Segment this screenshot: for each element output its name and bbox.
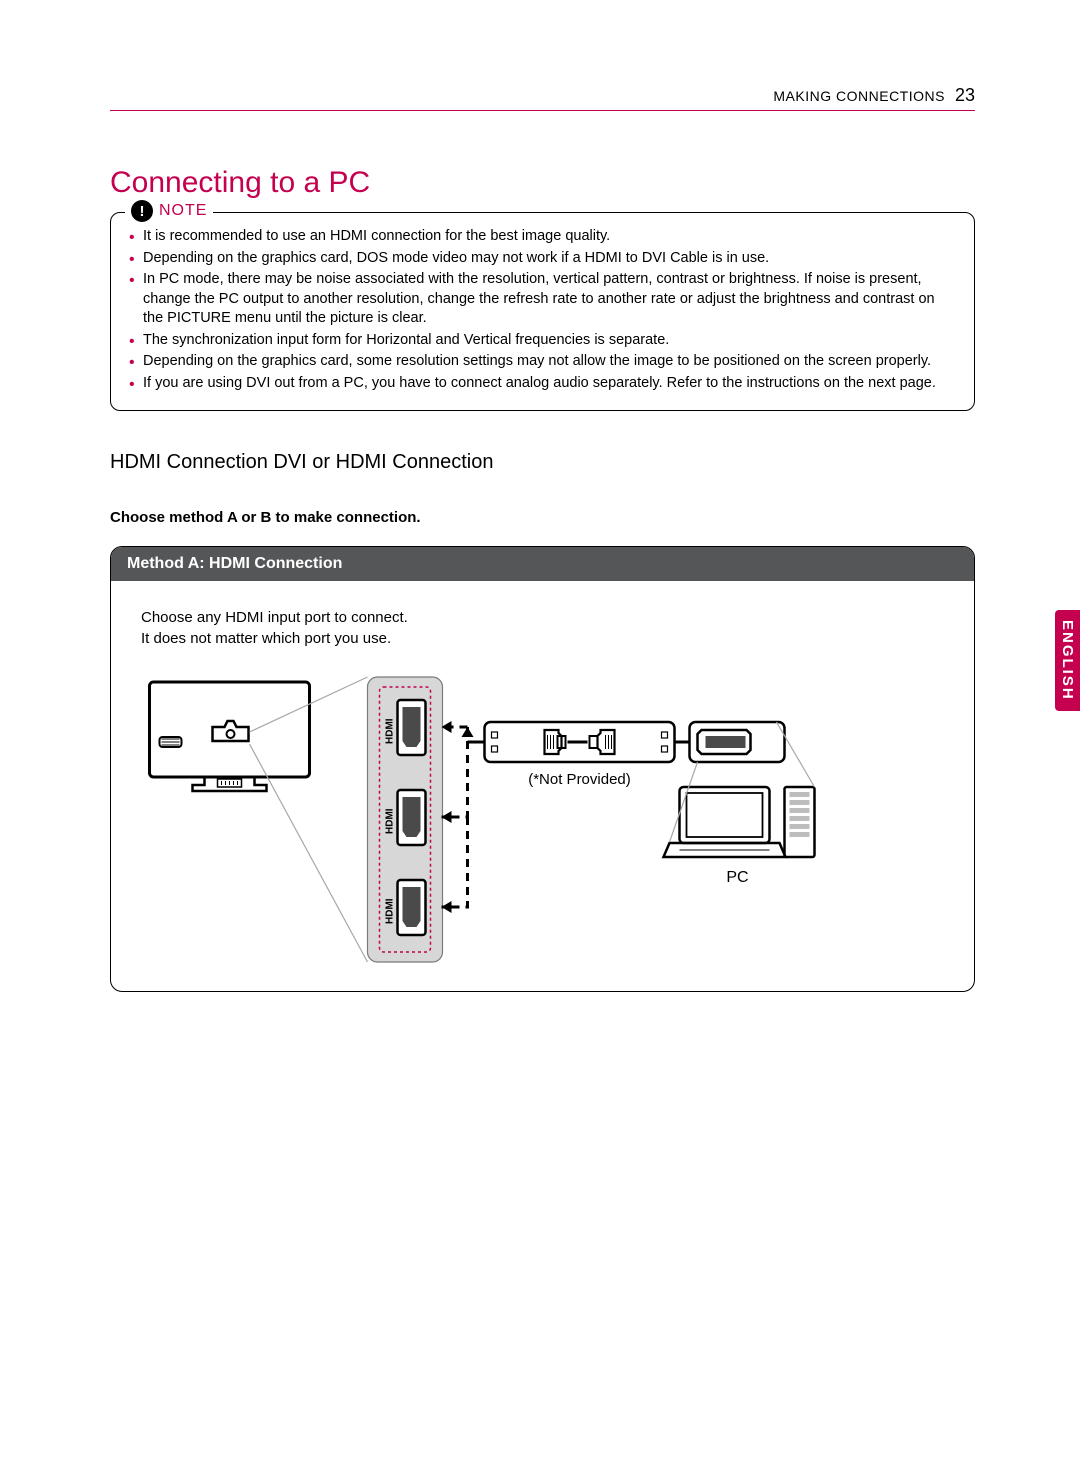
laptop-icon <box>664 787 786 857</box>
page-number: 23 <box>955 85 975 106</box>
note-box: ! NOTE It is recommended to use an HDMI … <box>110 212 975 411</box>
method-instruction: Choose any HDMI input port to connect. I… <box>141 607 958 651</box>
page-header: MAKING CONNECTIONS 23 <box>110 85 975 111</box>
hdmi-port-label: HDMI <box>385 808 396 834</box>
not-provided-label: (*Not Provided) <box>528 771 631 788</box>
hdmi-port-label: HDMI <box>385 718 396 744</box>
hdmi-port-label: HDMI <box>385 898 396 924</box>
method-line1: Choose any HDMI input port to connect. <box>141 609 408 626</box>
note-list: It is recommended to use an HDMI connect… <box>129 227 956 394</box>
pc-hdmi-port-icon <box>690 722 785 762</box>
hdmi-cable-icon: (*Not Provided) <box>485 722 675 788</box>
pc-tower-icon <box>785 787 815 857</box>
pc-label: PC <box>726 869 748 886</box>
note-badge: ! NOTE <box>125 200 213 222</box>
language-tab: ENGLISH <box>1055 610 1080 711</box>
note-item: Depending on the graphics card, DOS mode… <box>129 249 956 269</box>
note-item: Depending on the graphics card, some res… <box>129 352 956 372</box>
header-section-label: MAKING CONNECTIONS <box>773 88 945 104</box>
note-item: It is recommended to use an HDMI connect… <box>129 227 956 247</box>
choose-method-text: Choose method A or B to make connection. <box>110 509 975 526</box>
section-title: Connecting to a PC <box>110 166 975 200</box>
note-item: In PC mode, there may be noise associate… <box>129 270 956 329</box>
hdmi-port-panel: HDMI HDMI HDMI <box>368 677 443 962</box>
diagram-svg: HDMI HDMI HDMI <box>141 672 958 972</box>
note-label: NOTE <box>159 202 207 220</box>
tv-icon <box>150 682 310 791</box>
method-header: Method A: HDMI Connection <box>111 547 974 581</box>
info-icon: ! <box>131 200 153 222</box>
page-content: MAKING CONNECTIONS 23 Connecting to a PC… <box>0 0 1080 992</box>
method-box: Method A: HDMI Connection Choose any HDM… <box>110 546 975 992</box>
method-body: Choose any HDMI input port to connect. I… <box>111 581 974 991</box>
subsection-title: HDMI Connection DVI or HDMI Connection <box>110 451 975 474</box>
note-item: The synchronization input form for Horiz… <box>129 331 956 351</box>
note-item: If you are using DVI out from a PC, you … <box>129 374 956 394</box>
method-line2: It does not matter which port you use. <box>141 630 391 647</box>
connection-diagram: HDMI HDMI HDMI <box>141 672 958 972</box>
